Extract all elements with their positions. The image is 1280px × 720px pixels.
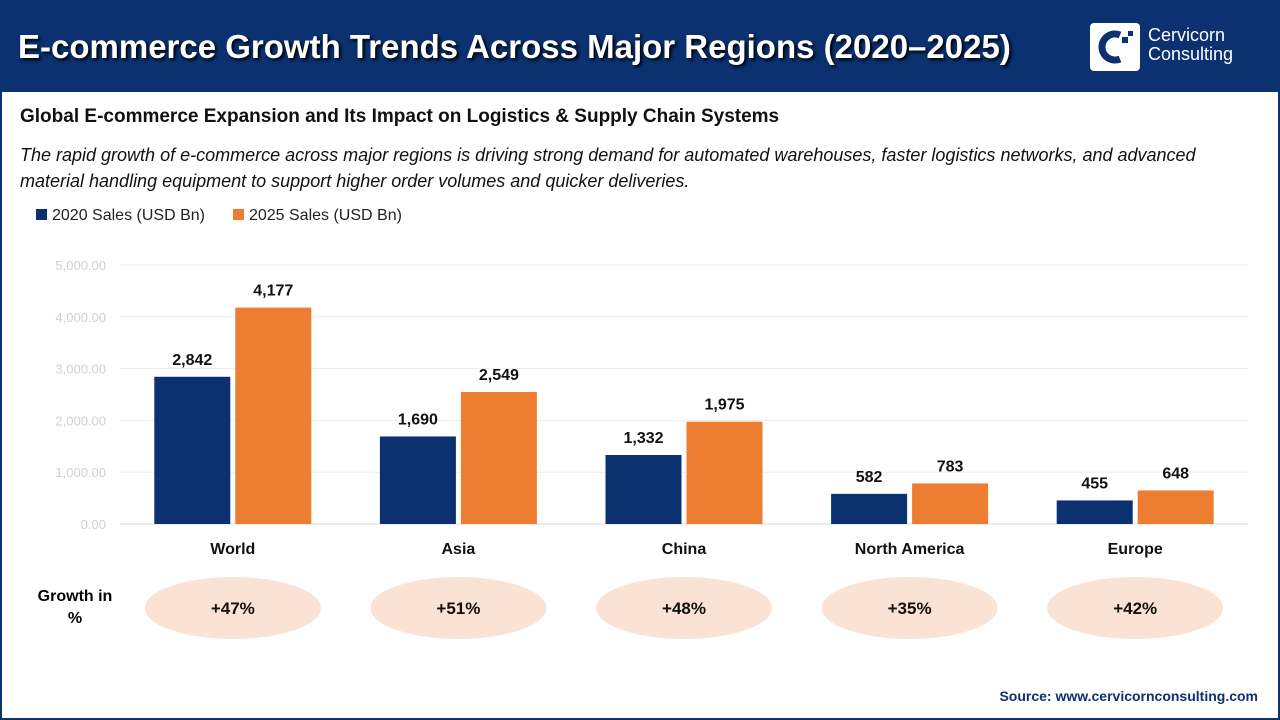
x-tick-label: Asia (442, 541, 476, 558)
growth-value: +51% (436, 599, 480, 618)
x-tick-label: Europe (1108, 541, 1163, 558)
growth-label: Growth in % (37, 588, 113, 627)
bar (235, 307, 312, 524)
description: The rapid growth of e-commerce across ma… (20, 145, 1196, 191)
growth-ellipse (596, 577, 772, 639)
data-label: 455 (1081, 475, 1108, 492)
growth-value: +42% (1113, 599, 1157, 618)
y-tick-label: 1,000.00 (55, 465, 106, 480)
y-tick-label: 5,000.00 (55, 258, 106, 273)
bar (1137, 490, 1214, 524)
cervicorn-logo-icon (1090, 23, 1140, 71)
data-label: 648 (1162, 465, 1189, 482)
data-label: 1,332 (623, 430, 663, 447)
x-tick-label: North America (855, 541, 965, 558)
legend: 2020 Sales (USD Bn) 2025 Sales (USD Bn) (36, 207, 402, 225)
data-label: 2,842 (172, 352, 212, 369)
growth-value: +48% (662, 599, 706, 618)
x-tick-label: China (662, 541, 707, 558)
data-label: 4,177 (253, 283, 293, 300)
growth-value: +35% (888, 599, 932, 618)
y-tick-label: 2,000.00 (55, 413, 106, 428)
bar (686, 421, 763, 524)
y-tick-label: 0.00 (81, 517, 106, 532)
bar (1056, 500, 1133, 524)
data-label: 1,975 (704, 397, 744, 414)
source-text: Source: www.cervicornconsulting.com (999, 688, 1258, 704)
header-banner: E-commerce Growth Trends Across Major Re… (0, 0, 1280, 92)
bar (154, 376, 231, 524)
legend-item-2025: 2025 Sales (USD Bn) (232, 207, 402, 225)
growth-ellipse (370, 577, 547, 639)
y-tick-label: 4,000.00 (55, 310, 106, 325)
data-label: 1,690 (398, 411, 438, 428)
page-title: E-commerce Growth Trends Across Major Re… (18, 28, 1011, 65)
bar (831, 493, 908, 524)
bar (605, 455, 682, 524)
bar (912, 483, 989, 524)
data-label: 783 (937, 458, 964, 475)
growth-value: +47% (211, 599, 255, 618)
logo-text: Cervicorn Consulting (1148, 25, 1234, 64)
data-label: 2,549 (479, 367, 519, 384)
subtitle: Global E-commerce Expansion and Its Impa… (20, 106, 780, 127)
x-tick-label: World (210, 541, 255, 558)
data-label: 582 (856, 469, 883, 486)
growth-ellipse (144, 577, 321, 639)
bar (460, 391, 537, 524)
growth-ellipse (821, 577, 998, 639)
bar (379, 436, 456, 524)
growth-ellipse (1047, 577, 1224, 639)
y-tick-label: 3,000.00 (55, 362, 106, 377)
legend-item-2020: 2020 Sales (USD Bn) (36, 207, 205, 225)
